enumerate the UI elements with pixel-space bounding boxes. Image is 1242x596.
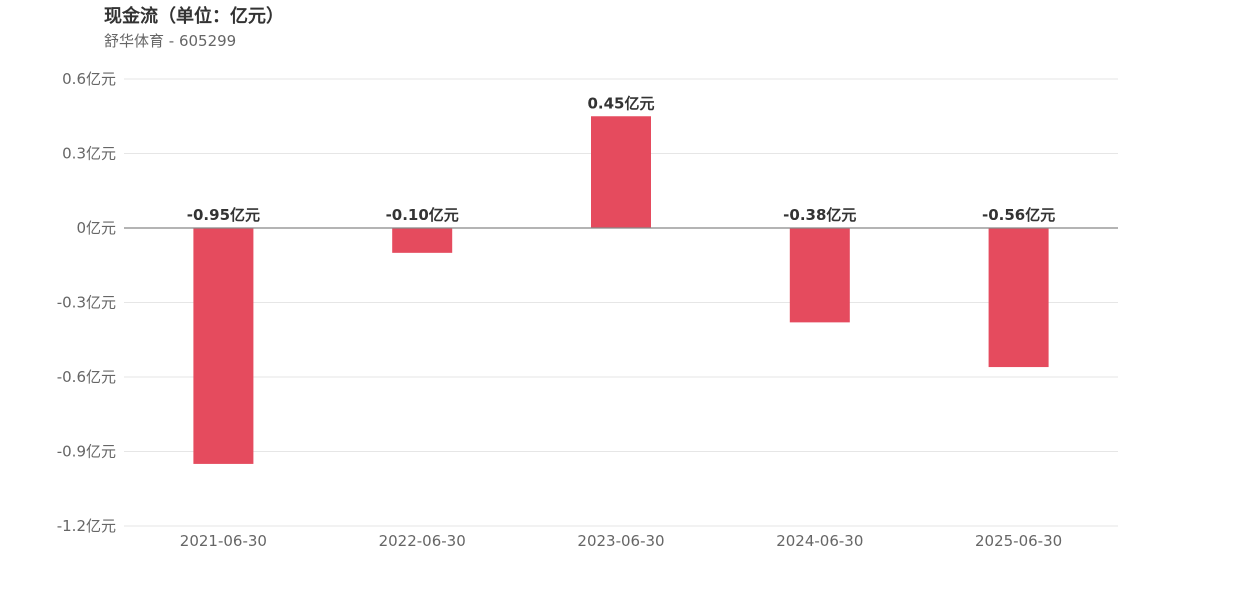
data-labels: -0.95亿元 -0.10亿元 0.45亿元 -0.38亿元 -0.56亿元 [187,94,1055,224]
data-label: -0.56亿元 [982,206,1055,224]
y-tick-label: 0.3亿元 [62,145,116,163]
x-tick-label: 2021-06-30 [180,532,267,550]
x-tick-label: 2024-06-30 [776,532,863,550]
y-tick-label: 0.6亿元 [62,70,116,88]
data-label: -0.95亿元 [187,206,260,224]
data-label: 0.45亿元 [587,94,654,112]
y-tick-label: -0.9亿元 [57,443,116,461]
y-tick-label: -0.3亿元 [57,294,116,312]
bar[interactable] [988,228,1049,368]
bar[interactable] [392,228,453,253]
y-tick-label: -1.2亿元 [57,517,116,535]
data-label: -0.38亿元 [783,206,856,224]
y-tick-label: 0亿元 [76,219,116,237]
chart-subtitle: 舒华体育 - 605299 [104,32,237,50]
bar[interactable] [789,228,850,323]
x-tick-label: 2023-06-30 [577,532,664,550]
x-tick-label: 2022-06-30 [379,532,466,550]
gridlines [124,78,1118,527]
bar[interactable] [591,116,651,228]
axis-ticks: 0.6亿元 0.3亿元 0亿元 -0.3亿元 -0.6亿元 -0.9亿元 -1.2亿元 202… [57,70,1062,550]
bar[interactable] [193,228,254,464]
bars [193,116,1049,464]
chart-title: 现金流（单位：亿元） [104,6,284,27]
y-tick-label: -0.6亿元 [57,368,116,386]
data-label: -0.10亿元 [386,206,459,224]
x-tick-label: 2025-06-30 [975,532,1062,550]
